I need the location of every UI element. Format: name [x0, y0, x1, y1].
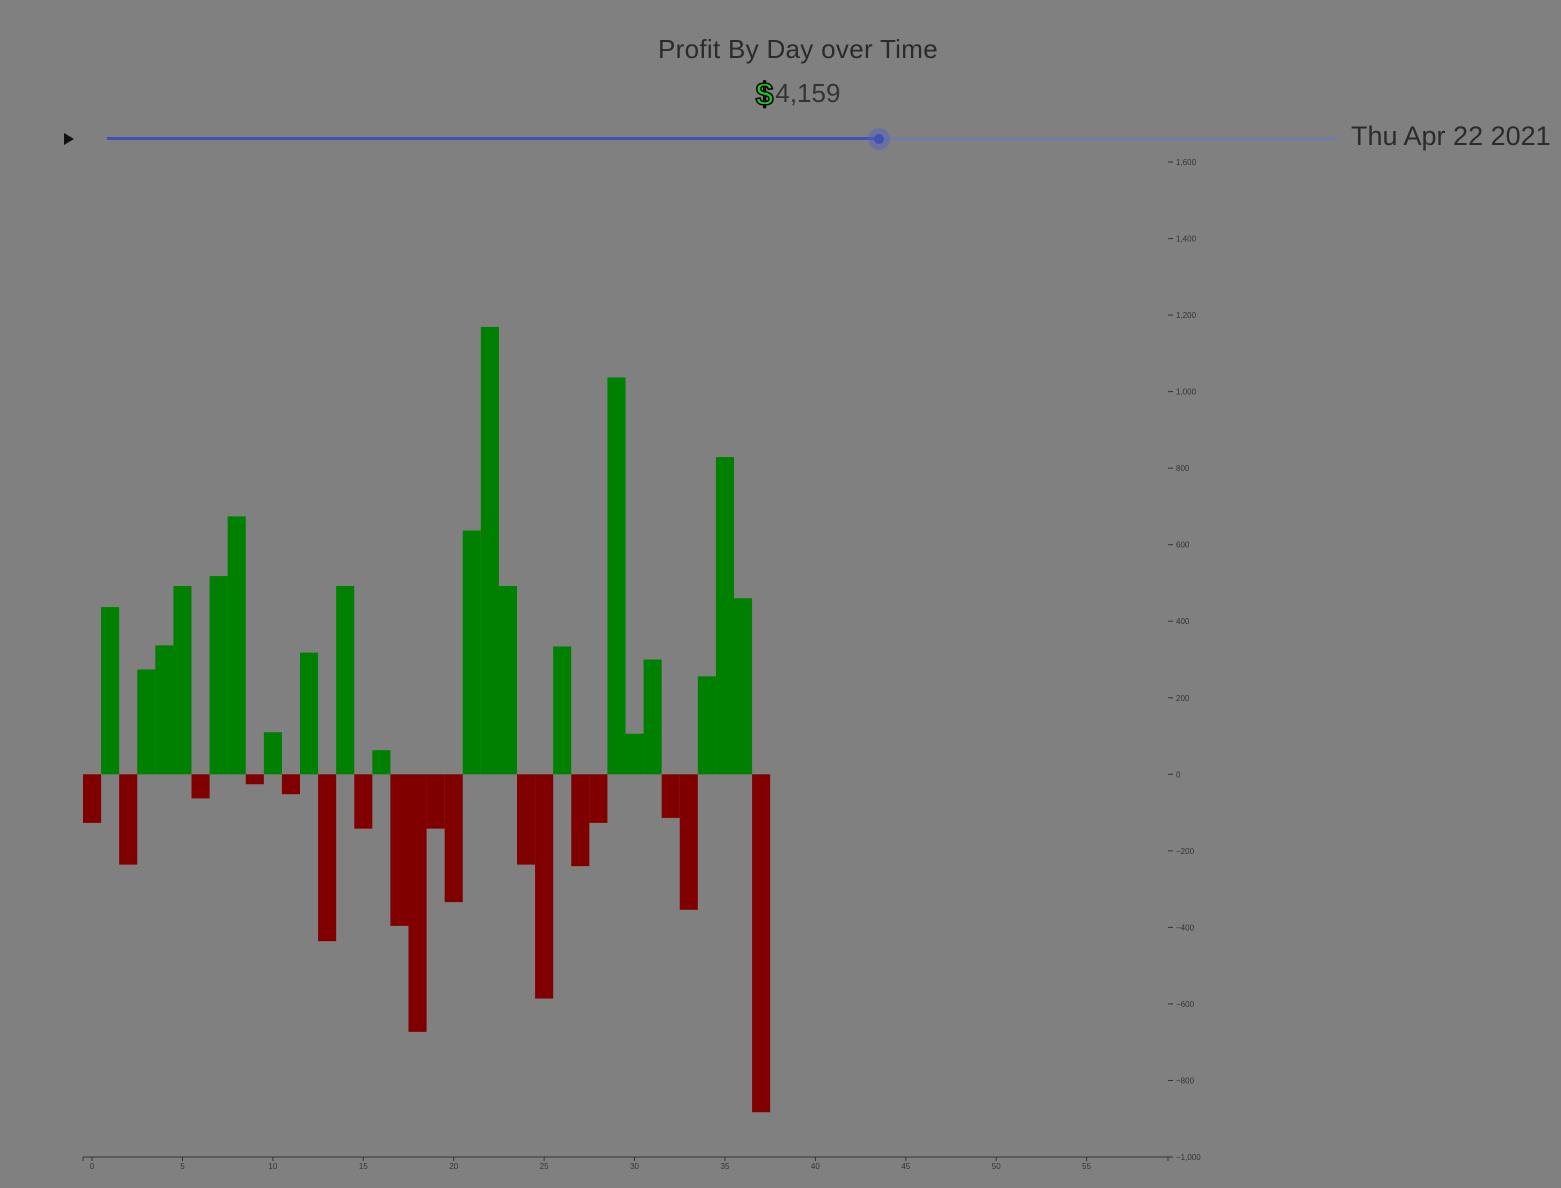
x-tick-label-40: 40 [811, 1162, 820, 1171]
bar-day-31 [643, 659, 662, 775]
bar-day-35 [715, 457, 734, 775]
x-tick-label-30: 30 [630, 1162, 639, 1171]
y-tick-label-800: 800 [1176, 464, 1190, 473]
bar-day-20 [444, 774, 463, 903]
dollar-icon: $ [755, 75, 774, 113]
play-button[interactable] [64, 133, 74, 145]
bar-day-2 [119, 774, 138, 865]
bar-day-18 [408, 774, 427, 1032]
bar-day-13 [318, 774, 337, 942]
y-tick-label--800: −800 [1176, 1076, 1195, 1085]
y-tick-label--400: −400 [1176, 923, 1195, 932]
bar-day-4 [155, 645, 174, 775]
bar-day-7 [209, 576, 228, 775]
bar-day-11 [281, 774, 300, 795]
bar-day-26 [553, 646, 572, 775]
x-tick-label-20: 20 [449, 1162, 458, 1171]
x-tick-label-10: 10 [268, 1162, 277, 1171]
bar-day-1 [101, 607, 120, 775]
bar-day-28 [589, 774, 608, 823]
y-tick-label-200: 200 [1176, 694, 1190, 703]
bar-day-27 [571, 774, 590, 867]
total-profit: $4,159 [0, 75, 1561, 113]
bar-day-36 [734, 598, 753, 775]
time-slider-fill [107, 137, 879, 140]
bar-day-22 [480, 326, 499, 775]
bar-day-8 [227, 516, 246, 775]
y-tick-label-1600: 1,600 [1176, 158, 1197, 167]
bar-day-29 [607, 377, 626, 775]
bar-day-12 [300, 652, 319, 775]
bar-day-9 [245, 774, 264, 785]
x-tick-label-35: 35 [721, 1162, 730, 1171]
bar-day-19 [426, 774, 445, 829]
y-tick-label-0: 0 [1176, 770, 1181, 779]
bar-day-15 [354, 774, 373, 829]
bar-day-34 [697, 676, 716, 775]
y-tick-label--1000: −1,000 [1176, 1153, 1201, 1162]
bar-day-30 [625, 733, 644, 775]
bar-day-32 [661, 774, 680, 818]
bar-day-21 [462, 530, 481, 775]
bar-day-3 [137, 669, 156, 775]
y-tick-label-1000: 1,000 [1176, 388, 1197, 397]
x-tick-label-50: 50 [992, 1162, 1001, 1171]
x-tick-label-15: 15 [359, 1162, 368, 1171]
bar-day-0 [83, 774, 102, 823]
bar-day-25 [535, 774, 554, 999]
x-tick-label-25: 25 [540, 1162, 549, 1171]
bar-day-10 [263, 732, 282, 775]
y-tick-label-1200: 1,200 [1176, 311, 1197, 320]
bar-day-16 [372, 750, 391, 775]
chart-title: Profit By Day over Time [658, 34, 938, 64]
bar-day-24 [517, 774, 536, 865]
bar-day-5 [173, 586, 192, 775]
bar-day-37 [752, 774, 771, 1113]
x-axis: 0 5 10 15 20 25 30 35 40 45 50 55 [82, 1156, 1169, 1171]
bar-day-33 [679, 774, 698, 910]
x-tick-label-5: 5 [180, 1162, 185, 1171]
time-slider-thumb[interactable] [873, 134, 884, 144]
y-tick-label--600: −600 [1176, 1000, 1195, 1009]
bars-group [83, 326, 771, 1113]
bar-day-23 [498, 586, 517, 775]
bar-day-6 [191, 774, 210, 799]
x-tick-label-55: 55 [1082, 1162, 1091, 1171]
x-tick-label-0: 0 [90, 1162, 95, 1171]
bar-day-17 [390, 774, 409, 926]
y-tick-label-1400: 1,400 [1176, 235, 1197, 244]
y-axis: −1,000 −800 −600 −400 −200 0 200 400 600 800 1,000… [1168, 158, 1201, 1162]
total-profit-value: 4,159 [775, 78, 841, 108]
y-tick-label--200: −200 [1176, 847, 1195, 856]
bar-day-14 [336, 586, 355, 775]
date-label: Thu Apr 22 2021 [1351, 121, 1551, 151]
x-tick-label-45: 45 [901, 1162, 910, 1171]
y-tick-label-400: 400 [1176, 617, 1190, 626]
y-tick-label-600: 600 [1176, 541, 1190, 550]
